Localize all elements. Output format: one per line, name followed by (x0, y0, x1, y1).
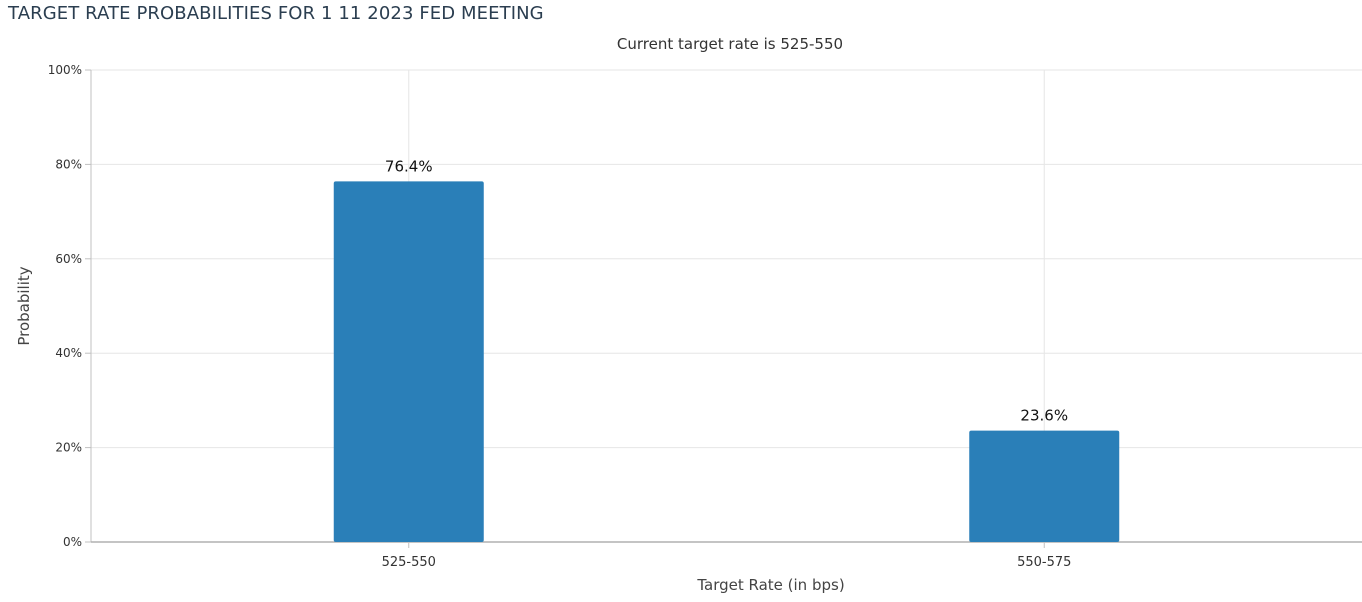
y-axis-title: Probability (15, 266, 33, 345)
y-tick-label: 60% (55, 252, 82, 266)
gridlines (91, 69, 1362, 542)
y-tick-label: 100% (48, 63, 82, 77)
y-tick-label: 80% (55, 157, 82, 171)
labels: 0% 20% 40% 60% 80% 100% 76.4% 525-550 23.6% 550-5… (48, 63, 1072, 570)
x-tick-label: 550-575 (1017, 555, 1071, 570)
bar-525-550[interactable] (333, 181, 484, 542)
bar-550-575[interactable] (969, 430, 1120, 542)
axes (85, 69, 1362, 548)
y-tick-label: 20% (55, 441, 82, 455)
data-label: 76.4% (385, 157, 433, 175)
y-tick-label: 40% (55, 346, 82, 360)
x-tick-label: 525-550 (382, 555, 436, 570)
x-axis-title: Target Rate (in bps) (696, 576, 844, 594)
y-tick-label: 0% (63, 535, 82, 549)
bars (333, 181, 1120, 542)
chart-title: TARGET RATE PROBABILITIES FOR 1 11 2023 … (8, 3, 544, 24)
chart-subtitle: Current target rate is 525-550 (616, 35, 844, 53)
data-label: 23.6% (1020, 407, 1068, 425)
